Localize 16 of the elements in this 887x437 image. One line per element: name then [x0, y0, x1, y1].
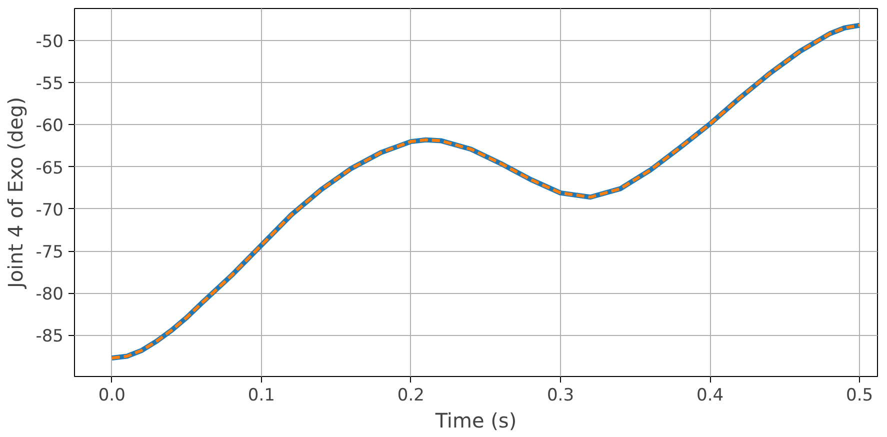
x-tick-label: 0.4	[696, 386, 724, 406]
y-tick-label: -85	[36, 326, 64, 347]
x-tick-label: 0.3	[546, 386, 574, 406]
y-axis-title: Joint 4 of Exo (deg)	[4, 96, 28, 290]
y-tick-label: -75	[36, 242, 64, 263]
x-tick-label: 0.2	[397, 386, 424, 406]
y-tick-label: -60	[36, 116, 64, 136]
x-tick-label: 0.5	[846, 386, 874, 406]
y-tick-label: -65	[36, 158, 64, 178]
y-tick-label: -70	[36, 200, 64, 220]
x-tick-label: 0.1	[248, 386, 275, 406]
y-tick-label: -55	[36, 74, 64, 94]
y-tick-label: -80	[36, 284, 64, 305]
x-axis-title: Time (s)	[434, 408, 517, 432]
y-tick-label: -50	[36, 32, 64, 52]
x-tick-label: 0.0	[98, 386, 126, 406]
